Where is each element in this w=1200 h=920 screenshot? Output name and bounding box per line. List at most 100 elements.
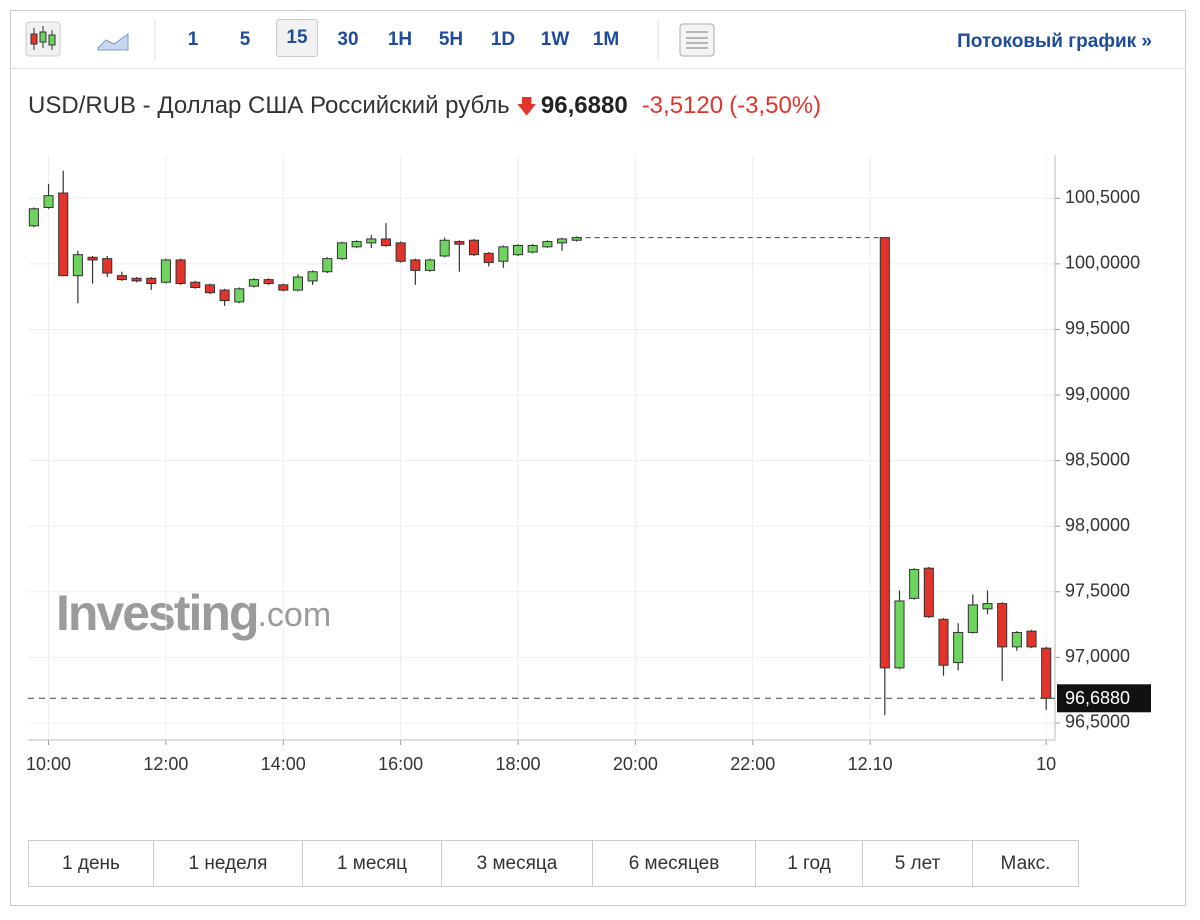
candle-body bbox=[527, 245, 538, 253]
y-tick-label: 100,5000 bbox=[1065, 187, 1140, 207]
candle-body bbox=[102, 258, 113, 274]
candle-body bbox=[498, 246, 509, 262]
candle-body bbox=[131, 277, 142, 282]
interval-button[interactable]: 15 bbox=[276, 19, 318, 57]
change: -3,5120 bbox=[641, 92, 724, 119]
candle-body bbox=[1041, 647, 1052, 699]
candle-body bbox=[967, 604, 978, 633]
x-tick-label: 20:00 bbox=[613, 754, 658, 774]
y-tick-label: 98,5000 bbox=[1065, 449, 1130, 469]
candle-body bbox=[439, 239, 450, 257]
candle-body bbox=[909, 568, 920, 599]
range-button[interactable]: 6 месяцев bbox=[593, 841, 756, 886]
y-tick-label: 96,5000 bbox=[1065, 712, 1130, 732]
candle-body bbox=[336, 242, 348, 260]
watermark-brand: Investing bbox=[56, 585, 257, 641]
instrument-title: USD/RUB - Доллар США Российский рубль bbox=[28, 92, 510, 119]
candle-body bbox=[395, 242, 406, 262]
price: 96,6880 bbox=[540, 92, 628, 119]
interval-button[interactable]: 5 bbox=[239, 29, 251, 50]
range-button[interactable]: 1 месяц bbox=[303, 841, 442, 886]
candle-body bbox=[278, 284, 289, 291]
interval-button[interactable]: 1 bbox=[187, 29, 199, 50]
widget-frame bbox=[10, 10, 1186, 906]
candle-body bbox=[87, 256, 98, 261]
range-buttons: 1 день 1 неделя 1 месяц 3 месяца 6 месяцев 1 … bbox=[28, 840, 1079, 887]
candle-body bbox=[292, 276, 304, 291]
x-tick-label: 10 bbox=[1036, 754, 1056, 774]
range-button[interactable]: 1 день bbox=[29, 841, 154, 886]
candle-body bbox=[512, 245, 524, 256]
candle-body bbox=[982, 603, 993, 610]
last-price-box bbox=[1057, 684, 1151, 713]
candle-body bbox=[263, 279, 274, 285]
candle-body bbox=[380, 238, 392, 247]
change-percent: (-3,50%) bbox=[729, 92, 822, 119]
candle-body bbox=[424, 259, 436, 271]
candle-body bbox=[175, 259, 186, 285]
x-tick-label: 12.10 bbox=[848, 754, 893, 774]
y-tick-label: 99,0000 bbox=[1065, 384, 1130, 404]
range-button[interactable]: 1 год bbox=[756, 841, 863, 886]
y-tick-label: 97,0000 bbox=[1065, 646, 1130, 666]
x-tick-label: 12:00 bbox=[143, 754, 188, 774]
candle-body bbox=[72, 254, 83, 277]
candle-body bbox=[556, 238, 568, 244]
candle-body bbox=[234, 288, 245, 303]
quote-header: USD/RUB - Доллар США Российский рубль 🡇 9… bbox=[28, 92, 821, 126]
interval-button[interactable]: 1W bbox=[540, 29, 570, 50]
candle-body bbox=[1026, 630, 1037, 648]
candle-body bbox=[58, 192, 69, 277]
news-icon[interactable] bbox=[679, 23, 715, 57]
watermark-suffix: .com bbox=[257, 596, 331, 634]
candle-body bbox=[43, 195, 54, 208]
range-button[interactable]: 5 лет bbox=[863, 841, 973, 886]
candle-body bbox=[938, 618, 949, 666]
interval-button[interactable]: 30 bbox=[337, 29, 359, 50]
y-tick-label: 97,5000 bbox=[1065, 581, 1130, 601]
stream-link[interactable]: Потоковый график » bbox=[957, 31, 1152, 52]
interval-button[interactable]: 1H bbox=[387, 29, 413, 50]
x-tick-label: 16:00 bbox=[378, 754, 423, 774]
toolbar: Потоковый график » 1 5 15 30 1H 5H 1D 1W 1M bbox=[10, 10, 1186, 69]
candle-body bbox=[116, 275, 127, 281]
candle-body bbox=[542, 241, 553, 248]
candle-body bbox=[28, 208, 39, 227]
y-tick-label: 100,0000 bbox=[1065, 253, 1140, 273]
last-price-label: 96,6880 bbox=[1065, 688, 1130, 708]
candle-body bbox=[997, 603, 1008, 648]
candle-body bbox=[160, 259, 171, 283]
y-tick-label: 99,5000 bbox=[1065, 318, 1130, 338]
candle-body bbox=[146, 277, 157, 285]
y-tick-label: 98,0000 bbox=[1065, 515, 1130, 535]
x-tick-label: 22:00 bbox=[730, 754, 775, 774]
candle-body bbox=[322, 258, 333, 273]
candle-body bbox=[468, 239, 480, 256]
candle-body bbox=[571, 237, 582, 241]
range-button[interactable]: 3 месяца bbox=[442, 841, 593, 886]
area-icon[interactable] bbox=[97, 33, 129, 51]
toolbar-icons bbox=[25, 20, 715, 60]
candle-body bbox=[219, 289, 230, 302]
interval-button[interactable]: 5H bbox=[438, 29, 464, 50]
interval-button[interactable]: 1M bbox=[592, 29, 620, 50]
candle-body bbox=[953, 631, 964, 664]
range-button[interactable]: Макс. bbox=[1000, 853, 1051, 874]
x-tick-label: 10:00 bbox=[26, 754, 71, 774]
candle-body bbox=[894, 600, 905, 669]
candle-body bbox=[190, 281, 201, 288]
candle-body bbox=[248, 279, 259, 287]
candle-body bbox=[879, 237, 890, 669]
candle-body bbox=[307, 271, 318, 282]
candle-body bbox=[1011, 631, 1022, 648]
candle-body bbox=[204, 284, 215, 294]
candle-body bbox=[351, 241, 362, 248]
news-icon-lines bbox=[686, 31, 708, 49]
interval-button[interactable]: 1D bbox=[490, 29, 516, 50]
candle-body bbox=[483, 252, 494, 264]
candle-body bbox=[410, 259, 421, 271]
range-button[interactable]: 1 неделя bbox=[154, 841, 303, 886]
x-tick-label: 14:00 bbox=[261, 754, 306, 774]
